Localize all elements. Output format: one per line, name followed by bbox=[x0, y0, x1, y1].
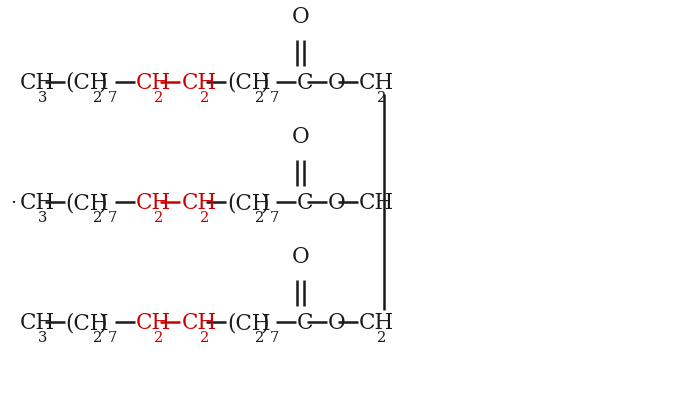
Text: O: O bbox=[328, 192, 345, 213]
Text: CH: CH bbox=[136, 72, 171, 94]
Text: 2: 2 bbox=[93, 211, 103, 225]
Text: 2: 2 bbox=[153, 330, 163, 345]
Text: CH: CH bbox=[182, 311, 217, 333]
Text: 2: 2 bbox=[200, 330, 209, 345]
Text: 7: 7 bbox=[108, 91, 117, 105]
Text: 2: 2 bbox=[255, 211, 264, 225]
Text: ): ) bbox=[99, 192, 107, 213]
Text: 2: 2 bbox=[200, 211, 209, 225]
Text: (CH: (CH bbox=[227, 72, 271, 94]
Text: (CH: (CH bbox=[65, 72, 109, 94]
Text: ): ) bbox=[260, 192, 269, 213]
Text: 2: 2 bbox=[93, 330, 103, 345]
Text: 2: 2 bbox=[153, 211, 163, 225]
Text: 2: 2 bbox=[200, 91, 209, 105]
Text: ): ) bbox=[99, 72, 107, 94]
Text: CH: CH bbox=[359, 192, 394, 213]
Text: O: O bbox=[292, 245, 310, 267]
Text: CH: CH bbox=[182, 72, 217, 94]
Text: ): ) bbox=[260, 72, 269, 94]
Text: 2: 2 bbox=[255, 91, 264, 105]
Text: CH: CH bbox=[136, 192, 171, 213]
Text: CH: CH bbox=[20, 192, 55, 213]
Text: ·: · bbox=[10, 194, 16, 211]
Text: CH: CH bbox=[359, 72, 394, 94]
Text: C: C bbox=[297, 192, 314, 213]
Text: O: O bbox=[328, 72, 345, 94]
Text: (CH: (CH bbox=[227, 311, 271, 333]
Text: 2: 2 bbox=[93, 91, 103, 105]
Text: (CH: (CH bbox=[227, 192, 271, 213]
Text: CH: CH bbox=[182, 192, 217, 213]
Text: 3: 3 bbox=[38, 91, 47, 105]
Text: 2: 2 bbox=[377, 330, 387, 345]
Text: (CH: (CH bbox=[65, 311, 109, 333]
Text: C: C bbox=[297, 72, 314, 94]
Text: CH: CH bbox=[359, 311, 394, 333]
Text: O: O bbox=[328, 311, 345, 333]
Text: 7: 7 bbox=[108, 211, 117, 225]
Text: C: C bbox=[297, 311, 314, 333]
Text: CH: CH bbox=[20, 311, 55, 333]
Text: 3: 3 bbox=[38, 211, 47, 225]
Text: CH: CH bbox=[20, 72, 55, 94]
Text: (CH: (CH bbox=[65, 192, 109, 213]
Text: 7: 7 bbox=[270, 330, 279, 345]
Text: 2: 2 bbox=[153, 91, 163, 105]
Text: O: O bbox=[292, 6, 310, 28]
Text: 3: 3 bbox=[38, 330, 47, 345]
Text: CH: CH bbox=[136, 311, 171, 333]
Text: 7: 7 bbox=[108, 330, 117, 345]
Text: O: O bbox=[292, 126, 310, 147]
Text: 2: 2 bbox=[255, 330, 264, 345]
Text: ): ) bbox=[99, 311, 107, 333]
Text: 2: 2 bbox=[377, 91, 387, 105]
Text: 7: 7 bbox=[270, 211, 279, 225]
Text: ): ) bbox=[260, 311, 269, 333]
Text: 7: 7 bbox=[270, 91, 279, 105]
